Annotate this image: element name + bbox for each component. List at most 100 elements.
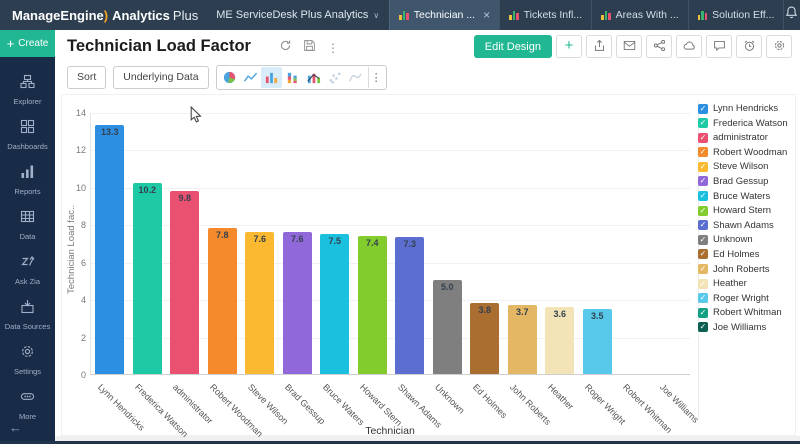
- plot-area: 13.3 10.2 9.8 7.8 7.6 7.6 7.5 7.4 7.3 5.0 3.8 3.7 3.…: [90, 113, 690, 375]
- bar-unknown[interactable]: 5.0: [432, 280, 462, 374]
- bar-brad-gessup[interactable]: 7.6: [282, 231, 312, 374]
- line-chart-icon[interactable]: [240, 67, 261, 88]
- map-chart-icon[interactable]: [345, 67, 366, 88]
- legend-item[interactable]: ✓ Brad Gessup: [698, 176, 794, 187]
- legend-item[interactable]: ✓ John Roberts: [698, 264, 794, 275]
- email-button[interactable]: [616, 35, 642, 58]
- data-icon: [20, 209, 35, 229]
- bar-frederica-watson[interactable]: 10.2: [132, 183, 162, 374]
- bar-roger-wright[interactable]: 3.5: [582, 308, 612, 374]
- bar-lynn-hendricks[interactable]: 13.3: [95, 125, 125, 374]
- legend-item[interactable]: ✓ administrator: [698, 132, 794, 143]
- export-button[interactable]: [586, 35, 612, 58]
- scatter-icon[interactable]: [324, 67, 345, 88]
- gridline: [91, 225, 690, 227]
- report-tab[interactable]: Tickets Infl...: [499, 0, 591, 30]
- legend-checkbox-icon[interactable]: ✓: [698, 161, 708, 172]
- more-vert-icon[interactable]: ⋮: [327, 41, 339, 55]
- comment-button[interactable]: [706, 35, 732, 58]
- sidebar-item-label: Explorer: [13, 96, 42, 106]
- legend-checkbox-icon[interactable]: ✓: [698, 176, 708, 187]
- sidebar-item-data-sources[interactable]: Data Sources: [0, 292, 55, 337]
- legend-checkbox-icon[interactable]: ✓: [698, 147, 708, 158]
- workspace-selector[interactable]: ME ServiceDesk Plus Analytics ∨: [216, 9, 379, 21]
- create-button[interactable]: + Create: [0, 30, 55, 57]
- legend-divider: [698, 101, 699, 419]
- legend-checkbox-icon[interactable]: ✓: [698, 278, 708, 289]
- notifications-icon[interactable]: [784, 5, 799, 25]
- bar-howard-stern[interactable]: 7.4: [357, 235, 387, 374]
- share-button[interactable]: [646, 35, 672, 58]
- bar-john-roberts[interactable]: 3.7: [507, 304, 537, 374]
- legend-item[interactable]: ✓ Unknown: [698, 234, 794, 245]
- share-icon: [653, 39, 666, 55]
- close-tab-icon[interactable]: ×: [483, 8, 491, 22]
- legend-item[interactable]: ✓ Howard Stern: [698, 205, 794, 216]
- y-axis-tick-label: 14: [75, 108, 86, 118]
- sort-button[interactable]: Sort: [67, 65, 107, 89]
- legend-label: Lynn Hendricks: [713, 103, 779, 114]
- bar-chart-icon[interactable]: [260, 66, 282, 88]
- legend-checkbox-icon[interactable]: ✓: [698, 322, 708, 333]
- legend-checkbox-icon[interactable]: ✓: [698, 234, 708, 245]
- add-button[interactable]: +: [556, 35, 582, 58]
- legend-item[interactable]: ✓ Lynn Hendricks: [698, 103, 794, 114]
- chart-options-kebab-icon[interactable]: ⋮: [367, 66, 384, 88]
- stacked-bar-icon[interactable]: [282, 67, 303, 88]
- sidebar-item-dashboards[interactable]: Dashboards: [0, 112, 55, 157]
- legend-item[interactable]: ✓ Steve Wilson: [698, 161, 794, 172]
- bar-value-label: 3.6: [553, 308, 566, 319]
- bar-robert-woodman[interactable]: 7.8: [207, 228, 237, 374]
- sidebar-item-settings[interactable]: Settings: [0, 337, 55, 382]
- legend-checkbox-icon[interactable]: ✓: [698, 220, 708, 231]
- alert-button[interactable]: [736, 35, 762, 58]
- legend-checkbox-icon[interactable]: ✓: [698, 307, 708, 318]
- legend-item[interactable]: ✓ Heather: [698, 278, 794, 289]
- legend-checkbox-icon[interactable]: ✓: [698, 293, 708, 304]
- product-suffix: Plus: [172, 7, 199, 23]
- collapse-sidebar-icon[interactable]: ←: [9, 420, 22, 435]
- chart-type-switcher: ⋮: [215, 64, 387, 90]
- y-axis-title: Technician Load fac..: [66, 204, 77, 294]
- pie-chart-icon[interactable]: [219, 67, 240, 88]
- legend-checkbox-icon[interactable]: ✓: [698, 118, 708, 129]
- refresh-icon[interactable]: [279, 39, 292, 57]
- publish-button[interactable]: [676, 35, 702, 58]
- report-tab[interactable]: Technician ... ×: [389, 0, 500, 30]
- edit-design-button[interactable]: Edit Design: [473, 35, 552, 58]
- legend-item[interactable]: ✓ Ed Holmes: [698, 249, 794, 260]
- report-tab[interactable]: Solution Eff...: [687, 0, 785, 30]
- legend-checkbox-icon[interactable]: ✓: [698, 132, 708, 143]
- save-icon[interactable]: [303, 39, 316, 57]
- underlying-data-button[interactable]: Underlying Data: [113, 65, 209, 89]
- legend-item[interactable]: ✓ Shawn Adams: [698, 220, 794, 231]
- bar-steve-wilson[interactable]: 7.6: [245, 231, 275, 374]
- bar-administrator[interactable]: 9.8: [170, 190, 200, 374]
- legend-checkbox-icon[interactable]: ✓: [698, 191, 708, 202]
- sidebar-item-ask-zia[interactable]: Ask Zia: [0, 247, 55, 292]
- sidebar-item-reports[interactable]: Reports: [0, 157, 55, 202]
- legend-item[interactable]: ✓ Joe Williams: [698, 322, 794, 333]
- legend-item[interactable]: ✓ Roger Wright: [698, 293, 794, 304]
- sidebar-item-label: More: [18, 411, 37, 421]
- legend-checkbox-icon[interactable]: ✓: [698, 249, 708, 260]
- legend-item[interactable]: ✓ Robert Whitman: [698, 307, 794, 318]
- bar-heather[interactable]: 3.6: [545, 306, 575, 374]
- report-settings-button[interactable]: [766, 35, 792, 58]
- bar-shawn-adams[interactable]: 7.3: [395, 237, 425, 374]
- sidebar-item-more[interactable]: More: [0, 382, 55, 427]
- legend-checkbox-icon[interactable]: ✓: [698, 264, 708, 275]
- legend-checkbox-icon[interactable]: ✓: [698, 103, 708, 114]
- legend-item[interactable]: ✓ Robert Woodman: [698, 147, 794, 158]
- legend-label: Unknown: [713, 234, 753, 246]
- legend-item[interactable]: ✓ Frederica Watson: [698, 118, 794, 129]
- bar-ed-holmes[interactable]: 3.8: [470, 302, 500, 374]
- report-tab[interactable]: Areas With ...: [591, 0, 688, 30]
- sidebar-item-explorer[interactable]: Explorer: [0, 67, 55, 112]
- page-title: Technician Load Factor: [67, 37, 251, 55]
- legend-checkbox-icon[interactable]: ✓: [698, 205, 708, 216]
- legend-item[interactable]: ✓ Bruce Waters: [698, 191, 794, 202]
- sidebar-item-data[interactable]: Data: [0, 202, 55, 247]
- bar-line-icon[interactable]: [303, 67, 324, 88]
- bar-bruce-waters[interactable]: 7.5: [320, 233, 350, 374]
